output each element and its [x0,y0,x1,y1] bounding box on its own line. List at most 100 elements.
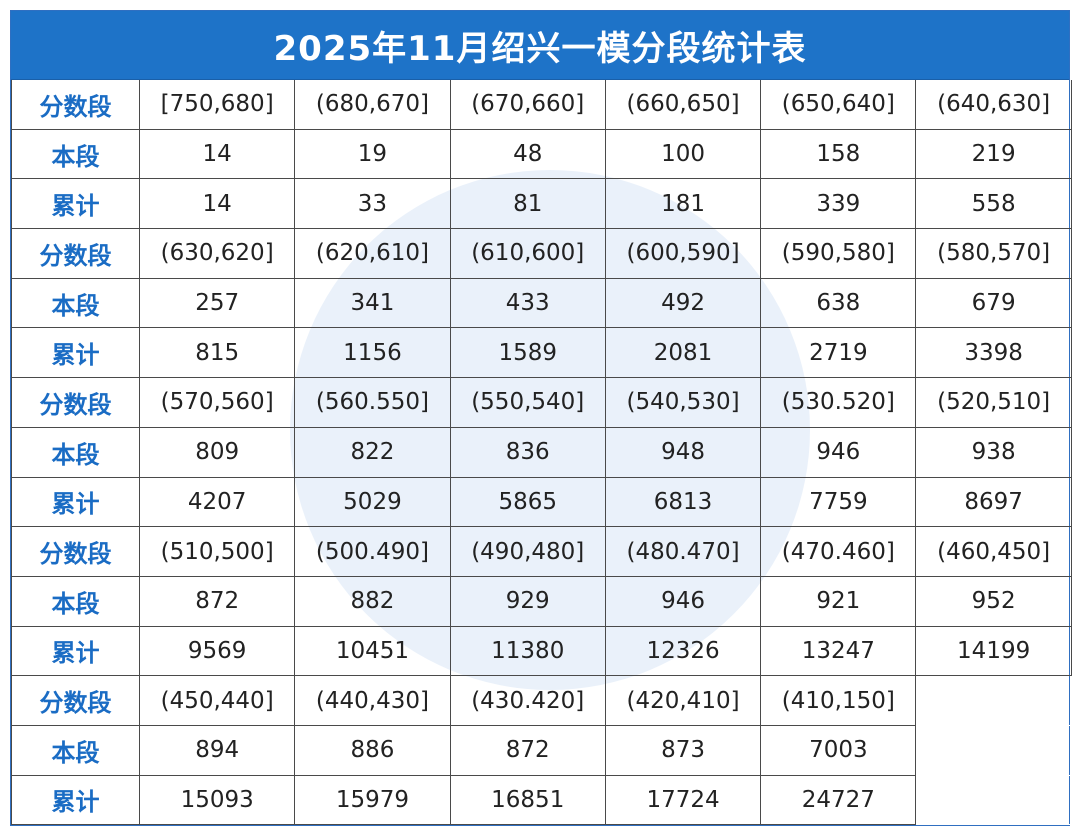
segment-cell: (610,600] [449,228,606,279]
cumulative-cell: 11380 [449,625,606,677]
cumulative-cell: 15979 [294,774,451,826]
segment-cell: (570,560] [138,377,296,428]
count-cell: 100 [604,128,762,180]
cumulative-cell: 14 [138,178,296,230]
cumulative-cell: 81 [449,178,606,230]
count-cell: 257 [138,277,296,329]
segment-row-label: 分数段 [11,526,140,577]
segment-row-label: 分数段 [11,675,140,726]
segment-cell: (420,410] [604,675,762,726]
segment-cell: (520,510] [915,377,1072,428]
segment-row: 分数段 [750,680] (680,670] (670,660] (660,650](… [11,80,1072,130]
count-cell: 836 [449,426,606,478]
segment-cell: (460,450] [915,526,1072,577]
cumulative-cell: 1156 [294,327,451,379]
count-cell: 341 [294,277,451,329]
cumulative-row-label: 累计 [11,774,140,826]
cumulative-cell: 3398 [915,327,1072,379]
cumulative-cell: 9569 [138,625,296,677]
segment-cell: (590,580] [760,228,917,279]
segment-cell: (440,430] [294,675,451,726]
count-row-label: 本段 [11,426,140,478]
segment-cell: (500.490] [294,526,451,577]
cumulative-row-label: 累计 [11,625,140,677]
cumulative-cell: 14199 [915,625,1072,677]
empty-cell [915,724,1072,776]
count-row-label: 本段 [11,128,140,180]
cumulative-cell: 4207 [138,476,296,528]
segment-row-label: 分数段 [11,228,140,279]
segment-cell: (550,540] [449,377,606,428]
count-cell: 822 [294,426,451,478]
cumulative-cell: 2719 [760,327,917,379]
count-row: 本段 894 886 872 873 7003 [11,724,1072,776]
cumulative-cell: 6813 [604,476,762,528]
count-cell: 219 [915,128,1072,180]
count-cell: 48 [449,128,606,180]
cumulative-cell: 13247 [760,625,917,677]
count-cell: 894 [138,724,296,776]
cumulative-cell: 339 [760,178,917,230]
segment-cell: (490,480] [449,526,606,577]
stats-table: 分数段 [750,680] (680,670] (670,660] (660,650](… [11,80,1072,826]
count-cell: 492 [604,277,762,329]
segment-cell: (560.550] [294,377,451,428]
count-row: 本段 257 341 433 492 638 679 [11,277,1072,329]
segment-row: 分数段 (510,500] (500.490] (490,480] (480.470](… [11,526,1072,577]
cumulative-row: 累计 4207 5029 5865 6813 7759 8697 [11,476,1072,528]
count-cell: 921 [760,575,917,627]
segment-cell: (410,150] [760,675,917,726]
segment-row: 分数段 (450,440] (440,430] (430.420] (420,410](… [11,675,1072,726]
count-row-label: 本段 [11,724,140,776]
cumulative-cell: 558 [915,178,1072,230]
segment-row: 分数段 (570,560] (560.550] (550,540] (540,530](… [11,377,1072,428]
cumulative-cell: 12326 [604,625,762,677]
segment-cell: (470.460] [760,526,917,577]
count-cell: 14 [138,128,296,180]
count-cell: 433 [449,277,606,329]
count-cell: 946 [604,575,762,627]
cumulative-row-label: 累计 [11,327,140,379]
segment-cell: (660,650] [604,80,762,130]
cumulative-row: 累计 14 33 81 181 339 558 [11,178,1072,230]
count-row: 本段 809 822 836 948 946 938 [11,426,1072,478]
count-cell: 929 [449,575,606,627]
segment-cell: (630,620] [138,228,296,279]
segment-cell: (580,570] [915,228,1072,279]
table-title: 2025年11月绍兴一模分段统计表 [11,11,1069,80]
cumulative-row: 累计 9569 10451 11380 12326 13247 14199 [11,625,1072,677]
segment-cell: (640,630] [915,80,1072,130]
count-cell: 946 [760,426,917,478]
cumulative-cell: 33 [294,178,451,230]
count-row-label: 本段 [11,575,140,627]
cumulative-row-label: 累计 [11,476,140,528]
count-cell: 872 [449,724,606,776]
count-cell: 158 [760,128,917,180]
cumulative-cell: 2081 [604,327,762,379]
count-cell: 679 [915,277,1072,329]
cumulative-row: 累计 815 1156 1589 2081 2719 3398 [11,327,1072,379]
cumulative-row: 累计 15093 15979 16851 17724 24727 [11,774,1072,826]
cumulative-cell: 815 [138,327,296,379]
stats-sheet: 2025年11月绍兴一模分段统计表 分数段 [750,680] (680,670](… [10,10,1072,827]
segment-cell: (650,640] [760,80,917,130]
segment-cell: (530.520] [760,377,917,428]
segment-cell: (450,440] [138,675,296,726]
cumulative-cell: 5865 [449,476,606,528]
count-cell: 638 [760,277,917,329]
count-row: 本段 14 19 48 100 158 219 [11,128,1072,180]
segment-row: 分数段 (630,620] (620,610] (610,600] (600,590](… [11,228,1072,279]
segment-cell: (600,590] [604,228,762,279]
cumulative-cell: 15093 [138,774,296,826]
empty-cell [915,675,1072,726]
cumulative-row-label: 累计 [11,178,140,230]
cumulative-cell: 5029 [294,476,451,528]
segment-cell: (540,530] [604,377,762,428]
segment-cell: (670,660] [449,80,606,130]
count-cell: 938 [915,426,1072,478]
count-cell: 886 [294,724,451,776]
count-cell: 952 [915,575,1072,627]
count-cell: 809 [138,426,296,478]
count-row: 本段 872 882 929 946 921 952 [11,575,1072,627]
count-cell: 7003 [760,724,917,776]
